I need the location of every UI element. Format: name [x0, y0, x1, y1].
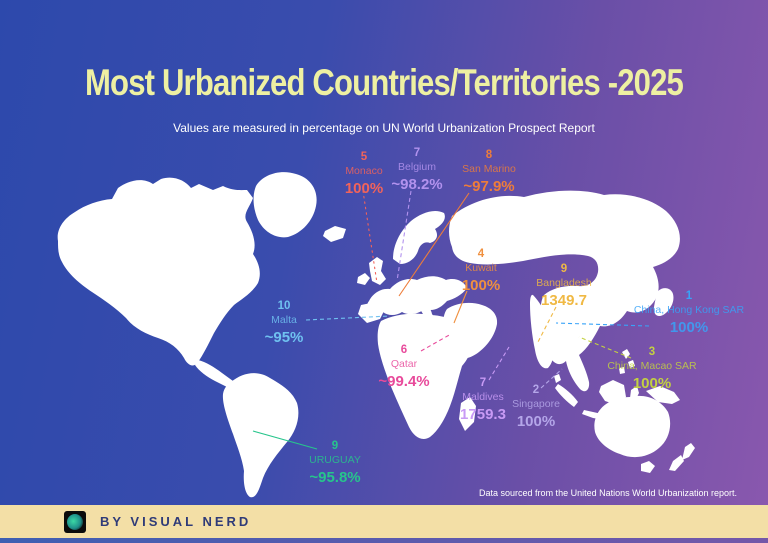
country-name: Malta: [271, 313, 297, 326]
country-callout-china-hong-kong-sar: 1 China, Hong Kong SAR 100%: [630, 289, 748, 337]
country-name: Bangladesh: [536, 276, 592, 289]
country-callout-bangladesh: 9 Bangladesh 1349.7: [519, 262, 609, 310]
landmass-philippines: [619, 349, 635, 374]
country-name: China, Macao SAR: [607, 359, 697, 372]
landmass-tasmania: [641, 461, 655, 473]
country-callout-kuwait: 4 Kuwait 100%: [436, 247, 526, 295]
callout-line-malta: [305, 315, 391, 321]
rank-number: 10: [277, 300, 291, 312]
rank-number: 5: [360, 151, 368, 163]
rank-number: 1: [685, 290, 693, 302]
landmass-new-zealand: [669, 443, 695, 471]
country-callout-san-marino: 8 San Marino ~97.9%: [444, 148, 534, 196]
rank-number: 6: [400, 344, 408, 356]
country-value: ~97.9%: [463, 177, 515, 195]
brand-text: BY VISUAL NERD: [100, 514, 252, 529]
country-value: 100%: [461, 276, 501, 294]
page-subtitle: Values are measured in percentage on UN …: [173, 121, 595, 135]
country-value: 100%: [516, 412, 556, 430]
landmass-europe: [366, 276, 467, 315]
continents: [57, 172, 695, 498]
rank-number: 2: [532, 384, 540, 396]
country-callout-qatar: 6 Qatar ~99.4%: [359, 343, 449, 391]
country-callout-maldives: 7 Maldives 1759.3: [438, 376, 528, 424]
rank-number: 9: [560, 263, 568, 275]
callout-line-singapore: [540, 368, 563, 389]
landmass-scandinavia: [393, 210, 445, 264]
rank-number: 9: [331, 440, 339, 452]
country-value: 1759.3: [460, 405, 506, 423]
rank-number: 4: [477, 248, 485, 260]
country-name: Qatar: [390, 357, 418, 370]
callout-line-monaco: [362, 190, 378, 284]
landmass-australia: [594, 395, 671, 458]
country-name: San Marino: [462, 162, 516, 175]
callout-line-china-hong-kong-sar: [555, 322, 650, 327]
country-name: URUGUAY: [309, 453, 361, 466]
country-value: ~95.8%: [309, 468, 361, 486]
bottom-strip: [0, 538, 768, 543]
country-value: 100%: [344, 179, 384, 197]
country-value: 100%: [632, 374, 672, 392]
rank-number: 3: [648, 346, 656, 358]
landmass-madagascar: [459, 397, 476, 431]
callout-line-belgium: [396, 190, 412, 282]
country-callout-malta: 10 Malta ~95%: [239, 299, 329, 347]
country-callout-uruguay: 9 URUGUAY ~95.8%: [290, 439, 380, 487]
landmass-greenland: [253, 172, 317, 238]
landmass-central-america: [195, 360, 236, 389]
page-title: Most Urbanized Countries/Territories -20…: [85, 62, 684, 103]
landmass-india: [530, 294, 555, 369]
brand-logo: [64, 510, 86, 533]
country-name: Singapore: [512, 397, 560, 410]
callout-line-china-macao-sar: [578, 336, 632, 359]
country-value: ~99.4%: [378, 372, 430, 390]
landmass-indonesia: [555, 380, 639, 421]
callout-line-qatar: [420, 333, 452, 352]
country-value: ~95%: [264, 328, 304, 346]
landmass-south-america: [222, 373, 299, 498]
country-callout-belgium: 7 Belgium ~98.2%: [372, 146, 462, 194]
rank-number: 7: [413, 147, 421, 159]
country-value: 1349.7: [541, 291, 587, 309]
rank-number: 8: [485, 149, 493, 161]
callout-line-uruguay: [252, 430, 318, 450]
footer-band: BY VISUAL NERD: [0, 505, 768, 538]
landmass-asia: [449, 190, 680, 392]
callout-line-san-marino: [398, 192, 470, 297]
landmass-arabia: [443, 302, 498, 359]
source-note: Data sourced from the United Nations Wor…: [479, 488, 737, 498]
country-callout-monaco: 5 Monaco 100%: [319, 150, 409, 198]
landmass-japan: [653, 288, 674, 317]
country-name: Maldives: [462, 390, 504, 403]
country-name: Kuwait: [465, 261, 497, 274]
landmass-new-guinea: [646, 386, 680, 404]
country-callout-china-macao-sar: 3 China, Macao SAR 100%: [586, 345, 718, 393]
landmass-british-isles: [357, 257, 386, 285]
landmass-sri-lanka: [554, 374, 561, 383]
country-value: 100%: [669, 318, 709, 336]
country-name: China, Hong Kong SAR 100%: [633, 303, 745, 336]
landmass-north-america: [57, 177, 260, 366]
country-value: ~98.2%: [391, 175, 443, 193]
globe-logo-icon: [67, 513, 83, 530]
country-name: Monaco: [345, 164, 383, 177]
country-callout-singapore: 2 Singapore 100%: [491, 383, 581, 431]
rank-number: 7: [479, 377, 487, 389]
landmass-iceland: [323, 226, 346, 242]
callout-lines-layer: [252, 190, 650, 450]
country-name: Belgium: [398, 160, 436, 173]
callout-line-kuwait: [453, 290, 468, 324]
